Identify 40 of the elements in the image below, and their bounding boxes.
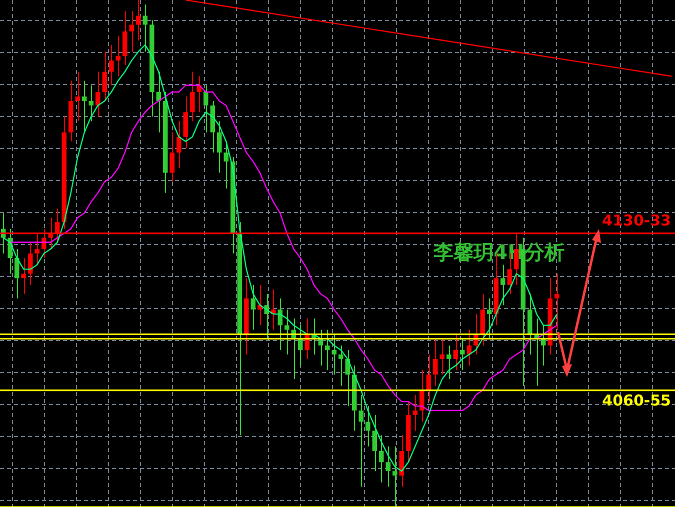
- candlestick: [278, 298, 282, 350]
- candlestick: [176, 120, 182, 169]
- candlestick: [250, 284, 256, 330]
- candlestick: [116, 35, 120, 77]
- candlestick: [392, 446, 398, 507]
- candlestick: [136, 0, 141, 41]
- candlestick: [358, 394, 364, 488]
- candlestick: [487, 298, 492, 340]
- candlestick: [453, 334, 458, 371]
- candlestick: [190, 71, 195, 122]
- candlestick: [129, 10, 134, 52]
- candlestick: [426, 354, 431, 402]
- candlestick: [170, 132, 174, 182]
- candlestick: [75, 71, 80, 122]
- candlestick: [412, 394, 418, 432]
- candlestick: [332, 334, 336, 376]
- candlestick: [284, 309, 290, 355]
- candlestick: [88, 84, 94, 122]
- candlestick: [217, 120, 222, 174]
- candlestick: [142, 4, 148, 52]
- candlestick: [440, 338, 444, 376]
- candlestick: [102, 51, 107, 102]
- candlestick: [325, 329, 330, 371]
- candlestick: [96, 71, 100, 118]
- candlestick: [82, 80, 87, 133]
- candlestick: [204, 84, 208, 133]
- candlestick: [554, 273, 560, 330]
- candlestick: [460, 338, 465, 371]
- ref-line-label: 4060-55: [602, 392, 671, 410]
- candlestick: [109, 44, 114, 86]
- candlestick: [386, 446, 390, 488]
- candlestick: [366, 406, 370, 447]
- candlestick: [21, 257, 26, 294]
- candlestick: [433, 338, 438, 386]
- candlestick: [500, 264, 506, 306]
- candlestick: [446, 344, 452, 380]
- ref-line-label: 4130-33: [602, 212, 671, 230]
- candlestick: [338, 344, 344, 386]
- candlestick: [372, 414, 377, 472]
- candlestick: [379, 434, 384, 483]
